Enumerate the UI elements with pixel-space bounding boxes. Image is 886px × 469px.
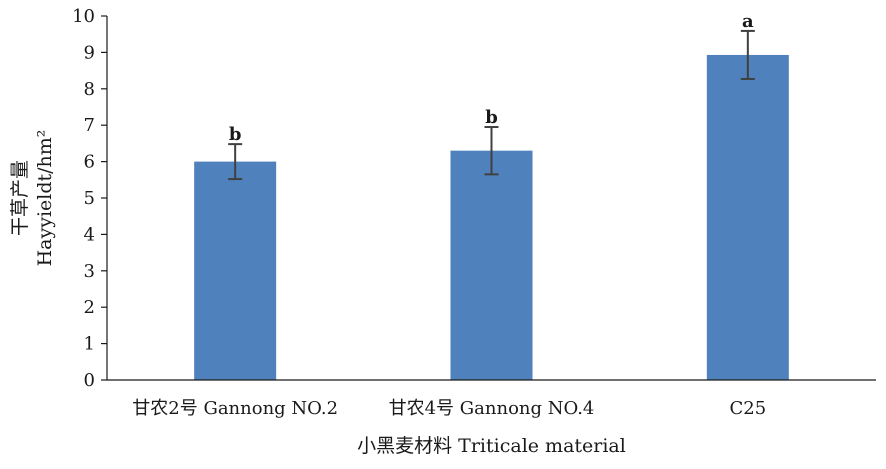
y-tick-label: 1 <box>84 334 95 355</box>
y-tick-label: 5 <box>84 188 95 209</box>
significance-letter: b <box>229 124 242 145</box>
bar <box>706 54 789 380</box>
y-tick-label: 3 <box>84 261 95 282</box>
y-axis-ticks: 0 1 2 3 4 5 6 7 8 9 10 <box>72 6 107 391</box>
y-axis-title: 干草产量 Hayyieldt/hm² <box>9 130 56 267</box>
y-tick-label: 4 <box>84 224 95 245</box>
bar <box>450 150 533 380</box>
x-axis-category-labels: 甘农2号 Gannong NO.2 甘农4号 Gannong NO.4 C25 <box>132 398 766 419</box>
error-bars <box>228 29 755 181</box>
significance-letter: b <box>485 107 498 128</box>
y-tick-label: 2 <box>84 297 95 318</box>
y-tick-label: 0 <box>84 370 95 391</box>
x-axis-title: 小黑麦材料 Triticale material <box>357 435 626 457</box>
y-tick-label: 10 <box>72 6 95 27</box>
x-category-label: 甘农4号 Gannong NO.4 <box>389 398 595 419</box>
y-axis-title-line1: 干草产量 <box>9 160 31 236</box>
significance-labels: b b a <box>229 11 754 145</box>
y-axis-title-line2: Hayyieldt/hm² <box>34 130 56 267</box>
y-tick-label: 9 <box>84 42 95 63</box>
bars <box>194 54 789 380</box>
x-category-label: 甘农2号 Gannong NO.2 <box>132 398 338 419</box>
significance-letter: a <box>742 11 754 32</box>
y-tick-label: 7 <box>84 115 95 136</box>
bar <box>194 161 277 380</box>
y-tick-label: 8 <box>84 79 95 100</box>
x-category-label: C25 <box>729 398 766 419</box>
y-tick-label: 6 <box>84 152 95 173</box>
